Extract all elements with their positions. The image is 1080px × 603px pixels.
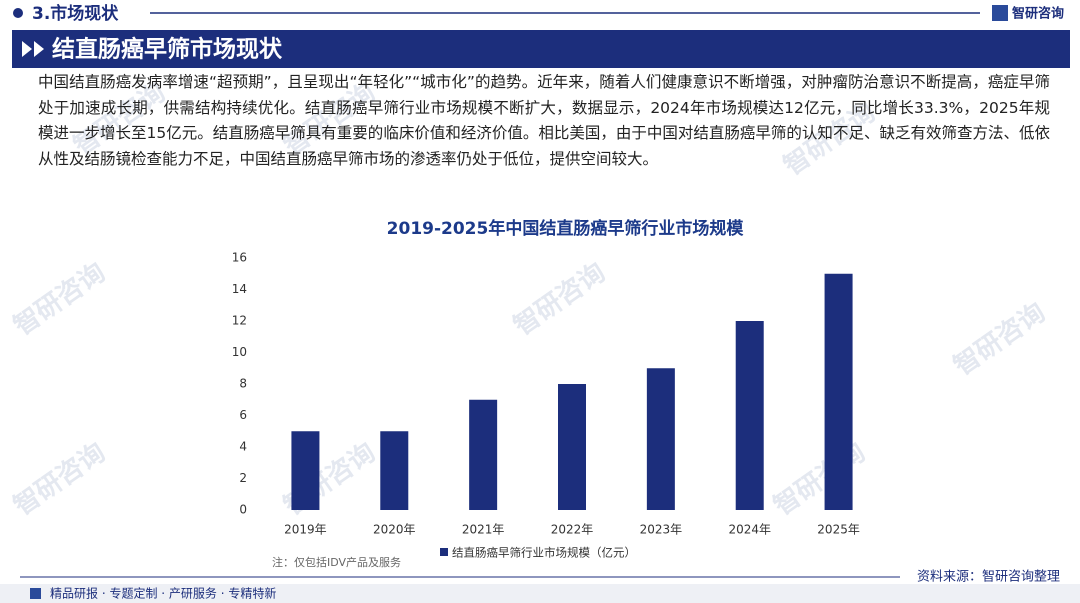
y-tick-label: 0 [239,503,247,517]
bar [469,399,498,510]
x-tick-label: 2019年 [284,523,327,537]
y-tick-label: 14 [232,282,247,296]
y-tick-label: 16 [232,251,247,265]
bar [380,431,409,510]
section-title: 3.市场现状 [32,3,119,24]
y-tick-label: 4 [239,440,247,454]
x-tick-label: 2023年 [640,523,683,537]
footer-logo [30,588,41,599]
watermark: 智研咨询 [768,437,871,522]
bar [291,431,320,510]
x-tick-label: 2022年 [551,523,594,537]
chart-title: 2019-2025年中国结直肠癌早筛行业市场规模 [387,218,745,239]
banner-icon [22,41,44,57]
paragraph: 中国结直肠癌发病率增速“超预期”，且呈现出“年轻化”“城市化”的趋势。近年来，随… [38,73,1050,168]
banner [12,30,1070,68]
source: 资料来源：智研咨询整理 [917,570,1060,585]
watermark: 智研咨询 [948,297,1051,382]
y-tick-label: 8 [239,377,247,391]
chart-note: 注：仅包括IDV产品及服务 [272,555,401,569]
y-tick-label: 10 [232,345,247,359]
brand-logo [992,5,1008,21]
watermark: 智研咨询 [8,437,111,522]
x-tick-label: 2024年 [728,523,771,537]
brand: 智研咨询 [1012,6,1064,22]
legend-label: 结直肠癌早筛行业市场规模（亿元） [452,546,636,560]
bullet [13,8,23,18]
legend-swatch [440,548,448,556]
x-tick-label: 2021年 [462,523,505,537]
footer-text: 精品研报 · 专题定制 · 产研服务 · 专精特新 [50,586,276,601]
bar [824,273,853,510]
footer-bar [0,584,1080,603]
bar [735,321,764,510]
watermark: 智研咨询 [8,257,111,342]
bar [558,384,586,510]
banner-title: 结直肠癌早筛市场现状 [52,36,283,63]
watermark: 智研咨询 [508,257,611,342]
y-tick-label: 6 [239,408,247,422]
y-tick-label: 2 [239,471,247,485]
y-tick-label: 12 [232,314,247,328]
bar [646,368,675,510]
x-tick-label: 2020年 [373,523,416,537]
x-tick-label: 2025年 [817,523,860,537]
